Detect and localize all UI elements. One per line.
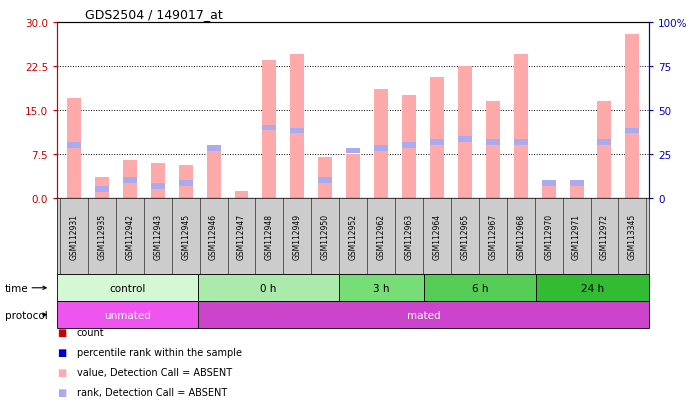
Bar [597, 140, 611, 145]
Text: ■: ■ [57, 367, 66, 377]
Bar [123, 178, 137, 183]
Bar [179, 166, 193, 198]
Text: GSM112963: GSM112963 [405, 214, 413, 259]
Text: GSM112972: GSM112972 [600, 214, 609, 259]
Bar [402, 96, 416, 198]
Bar [402, 143, 416, 148]
Bar [542, 181, 556, 186]
Text: unmated: unmated [104, 310, 151, 320]
Text: GSM112950: GSM112950 [321, 214, 329, 259]
Bar [262, 126, 276, 131]
Text: 24 h: 24 h [581, 283, 604, 293]
Text: GSM112935: GSM112935 [98, 214, 106, 259]
Bar [207, 146, 221, 198]
Text: GSM112970: GSM112970 [544, 214, 553, 259]
Bar [318, 178, 332, 183]
Text: GSM112971: GSM112971 [572, 214, 581, 259]
Text: ■: ■ [57, 328, 66, 337]
Text: GSM112931: GSM112931 [70, 214, 78, 259]
Bar [486, 140, 500, 145]
Text: control: control [110, 283, 146, 293]
Text: value, Detection Call = ABSENT: value, Detection Call = ABSENT [77, 367, 232, 377]
Bar [374, 90, 388, 198]
Text: 0 h: 0 h [260, 283, 277, 293]
Bar [151, 163, 165, 198]
Text: GSM112965: GSM112965 [461, 214, 469, 259]
Bar [625, 34, 639, 198]
Bar [95, 187, 109, 192]
Text: GSM112962: GSM112962 [377, 214, 385, 259]
Bar [458, 66, 472, 198]
Text: 6 h: 6 h [472, 283, 489, 293]
Text: percentile rank within the sample: percentile rank within the sample [77, 347, 242, 357]
Bar [123, 160, 137, 198]
Bar [339, 275, 424, 301]
Text: count: count [77, 328, 105, 337]
Bar [424, 275, 536, 301]
Text: GSM112943: GSM112943 [154, 214, 162, 259]
Bar [458, 137, 472, 142]
Text: GSM112952: GSM112952 [349, 214, 357, 259]
Bar [346, 154, 360, 198]
Text: GSM112942: GSM112942 [126, 214, 134, 259]
Text: GSM112945: GSM112945 [181, 214, 190, 259]
Text: GSM112949: GSM112949 [293, 214, 302, 259]
Bar [207, 146, 221, 151]
Bar [486, 102, 500, 198]
Bar [542, 184, 556, 198]
Bar [290, 128, 304, 133]
Text: GSM112968: GSM112968 [517, 214, 525, 259]
Bar [235, 191, 248, 198]
Bar [570, 184, 584, 198]
Text: GSM112964: GSM112964 [433, 214, 441, 259]
Bar [430, 78, 444, 198]
Bar [67, 143, 81, 148]
Bar [318, 157, 332, 198]
Bar [198, 275, 339, 301]
Bar [597, 102, 611, 198]
Text: 3 h: 3 h [373, 283, 389, 293]
Text: ■: ■ [57, 347, 66, 357]
Bar [430, 140, 444, 145]
Text: protocol: protocol [5, 310, 47, 320]
Bar [262, 61, 276, 198]
Bar [514, 140, 528, 145]
Text: GSM112967: GSM112967 [489, 214, 497, 259]
Text: ■: ■ [57, 387, 66, 397]
Bar [151, 184, 165, 189]
Bar [346, 149, 360, 154]
Text: GSM112947: GSM112947 [237, 214, 246, 259]
Text: rank, Detection Call = ABSENT: rank, Detection Call = ABSENT [77, 387, 227, 397]
Bar [179, 181, 193, 186]
Bar [625, 128, 639, 133]
Text: GDS2504 / 149017_at: GDS2504 / 149017_at [85, 8, 223, 21]
Bar [95, 178, 109, 198]
Text: mated: mated [407, 310, 440, 320]
Bar [57, 301, 198, 328]
Bar [290, 55, 304, 198]
Text: GSM112948: GSM112948 [265, 214, 274, 259]
Text: GSM113345: GSM113345 [628, 214, 637, 259]
Bar [536, 275, 649, 301]
Bar [514, 55, 528, 198]
Text: GSM112946: GSM112946 [209, 214, 218, 259]
Bar [67, 99, 81, 198]
Bar [57, 275, 198, 301]
Bar [374, 146, 388, 151]
Text: time: time [5, 283, 29, 293]
Bar [570, 181, 584, 186]
Bar [198, 301, 649, 328]
